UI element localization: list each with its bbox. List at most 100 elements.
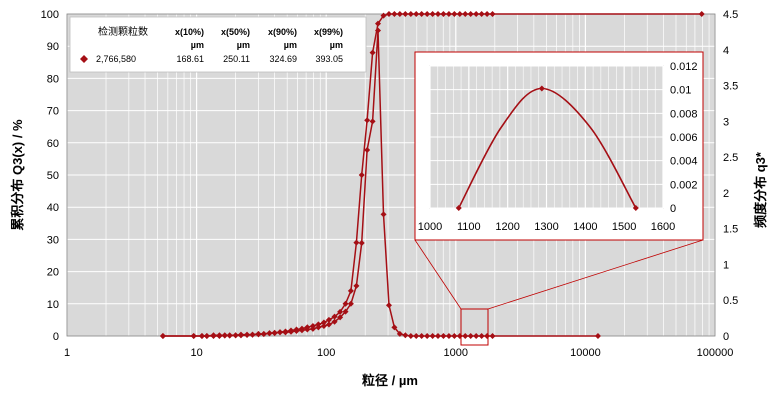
data-point-right (237, 331, 244, 338)
inset-x-tick-label: 1300 (534, 221, 558, 233)
data-point-right (232, 332, 239, 339)
data-point-left (456, 11, 463, 17)
data-point-left (315, 321, 322, 328)
data-point-right (337, 314, 344, 321)
legend-unit-x90: µm (284, 40, 297, 50)
y-left-tick-label: 70 (47, 106, 59, 118)
y-right-tick-label: 0.5 (723, 295, 738, 307)
data-point-right (260, 330, 267, 337)
inset-x-tick-label: 1000 (418, 221, 442, 233)
data-point-left (418, 11, 425, 17)
data-point-left (413, 11, 420, 17)
inset-point (455, 205, 462, 211)
data-point-right (413, 333, 420, 339)
data-point-right (226, 332, 233, 339)
inset-x-tick-label: 1100 (457, 221, 481, 233)
data-point-left (484, 11, 491, 17)
data-point-right (342, 308, 349, 315)
y-left-tick-label: 50 (47, 170, 59, 182)
data-point-right (353, 282, 360, 289)
data-point-left (331, 313, 338, 320)
legend-header-x99: x(99%) (314, 27, 343, 37)
legend-header-x90: x(90%) (268, 27, 297, 37)
data-point-left (347, 287, 354, 294)
data-point-left (429, 11, 436, 17)
y-left-tick-label: 20 (47, 267, 59, 279)
data-point-left (435, 11, 442, 17)
inset-grid (429, 65, 664, 209)
data-point-right (244, 331, 251, 338)
inset-y-tick-label: 0.008 (670, 108, 698, 120)
data-point-right (374, 27, 381, 34)
data-point-right (347, 300, 354, 307)
inset-y-tick-label: 0.012 (670, 61, 698, 73)
data-point-left (325, 316, 332, 323)
data-point-right (396, 330, 403, 337)
data-point-left (462, 11, 469, 17)
data-point-right (364, 146, 371, 153)
legend-header-count: 检测颗粒数 (98, 25, 148, 38)
data-point-right (473, 333, 480, 339)
data-point-left (402, 11, 409, 17)
x-tick-label: 1000 (444, 347, 468, 359)
data-point-left (353, 239, 360, 246)
data-point-right (298, 327, 305, 334)
legend-box (69, 16, 367, 73)
y-left-tick-labels: 0 10 20 30 40 50 60 70 80 90 100 (41, 9, 59, 343)
inset-y-tick-label: 0 (670, 203, 676, 215)
y-left-tick-label: 100 (41, 9, 59, 21)
data-point-left (374, 20, 381, 27)
legend-value-count: 2,766,580 (96, 54, 136, 64)
data-point-right (380, 211, 387, 218)
y-right-tick-label: 3.5 (723, 81, 738, 93)
data-point-left (451, 11, 458, 17)
legend-table: 检测颗粒数 x(10%) x(50%) x(90%) x(99%) µm µm … (69, 16, 367, 73)
inset-point (538, 85, 545, 92)
y-left-axis-label: 累积分布 Q3(x) / % (10, 119, 25, 231)
inset-x-tick-label: 1500 (612, 221, 636, 233)
data-point-right (407, 333, 414, 339)
inset-y-tick-label: 0.006 (670, 132, 698, 144)
data-point-left (698, 11, 705, 17)
zoom-connector-right (487, 239, 704, 310)
inset-y-tick-label: 0.002 (670, 179, 698, 191)
legend-unit-x99: µm (330, 40, 343, 50)
zoom-connector-left (414, 239, 462, 310)
data-point-right (489, 333, 496, 339)
data-point-right (159, 333, 166, 339)
x-tick-label: 100000 (697, 347, 734, 359)
legend-header-x50: x(50%) (221, 27, 250, 37)
y-left-tick-label: 60 (47, 138, 59, 150)
legend-unit-x10: µm (191, 40, 204, 50)
legend-value-x99: 393.05 (315, 54, 343, 64)
data-point-right (255, 330, 262, 337)
data-point-left (320, 319, 327, 326)
data-point-right (221, 332, 228, 339)
inset-y-tick-label: 0.004 (670, 156, 698, 168)
data-point-right (216, 332, 223, 339)
data-point-right (594, 333, 601, 339)
data-point-right (358, 239, 365, 246)
data-point-left (424, 11, 431, 17)
inset-y-tick-labels: 0 0.002 0.004 0.006 0.008 0.01 0.012 (670, 61, 698, 215)
x-tick-labels: 1 10 100 1000 10000 100000 (64, 347, 733, 359)
data-point-right (391, 324, 398, 331)
data-point-right (276, 329, 283, 336)
inset-point (632, 205, 639, 211)
y-right-tick-label: 4.5 (723, 9, 738, 21)
y-right-axis-label: 频度分布 q3* (753, 151, 768, 228)
data-point-left (385, 11, 392, 17)
data-point-right (369, 118, 376, 125)
data-point-right (451, 333, 458, 339)
data-point-right (440, 333, 447, 339)
data-point-right (320, 322, 327, 329)
data-point-right (445, 333, 452, 339)
y-right-tick-labels: 0 0.5 1 1.5 2 2.5 3 3.5 4 4.5 (723, 9, 738, 343)
data-point-right (249, 331, 256, 338)
legend-header-x10: x(10%) (175, 27, 204, 37)
data-point-right (424, 333, 431, 339)
y-left-tick-label: 10 (47, 299, 59, 311)
data-point-left (396, 11, 403, 17)
data-point-right (271, 330, 278, 337)
zoom-region (460, 308, 489, 346)
